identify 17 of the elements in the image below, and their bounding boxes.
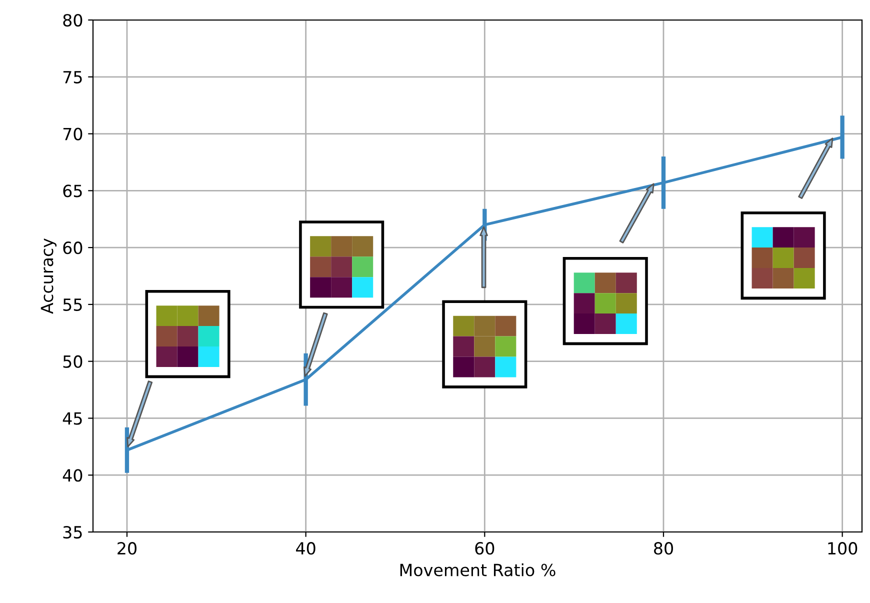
y-tick-label: 60 — [63, 242, 82, 254]
y-tick-label: 65 — [63, 184, 82, 198]
y-tick-label: 80 — [63, 14, 82, 27]
y-tick-label: 70 — [63, 128, 82, 140]
x-axis-title: Movement Ratio % — [400, 563, 556, 576]
x-tick-label: 40 — [296, 542, 316, 555]
y-tick-label: 35 — [63, 526, 82, 539]
x-tick-label: 20 — [118, 542, 136, 555]
y-tick-label: 45 — [62, 412, 82, 425]
x-tick-label: 100 — [828, 542, 858, 555]
y-axis-title: Accuracy — [40, 238, 57, 314]
y-tick-label: 50 — [63, 355, 82, 368]
x-tick-label: 60 — [475, 542, 494, 555]
y-tick-label: 75 — [63, 71, 82, 84]
y-tick-label: 55 — [63, 298, 82, 312]
x-tick-label: 80 — [654, 542, 673, 555]
y-tick-label: 40 — [62, 469, 82, 482]
